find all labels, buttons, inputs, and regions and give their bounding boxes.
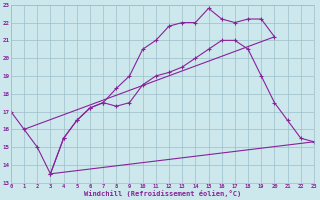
X-axis label: Windchill (Refroidissement éolien,°C): Windchill (Refroidissement éolien,°C) [84, 190, 241, 197]
